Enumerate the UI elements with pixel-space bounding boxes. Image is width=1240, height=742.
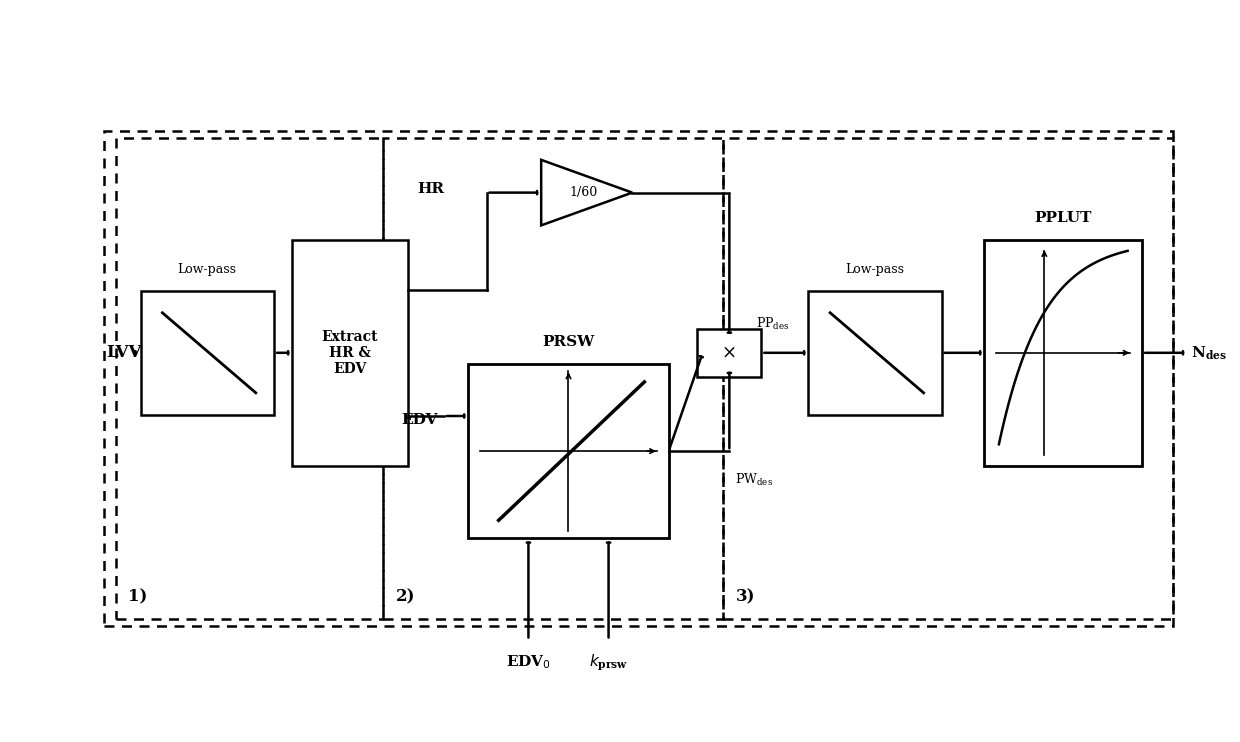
Bar	[697, 329, 761, 377]
Text: Extract
HR &
EDV: Extract HR & EDV	[321, 329, 378, 376]
Bar	[117, 138, 383, 619]
Bar	[104, 131, 1173, 626]
Bar	[469, 364, 668, 539]
Text: ×: ×	[722, 344, 737, 362]
Text: PP$_\mathregular{des}$: PP$_\mathregular{des}$	[756, 315, 790, 332]
Bar	[808, 291, 942, 415]
Text: 1/60: 1/60	[569, 186, 598, 199]
Text: PRSW: PRSW	[542, 335, 595, 349]
Text: LVV: LVV	[107, 344, 141, 361]
Text: 2): 2)	[396, 588, 415, 605]
Text: Low-pass: Low-pass	[846, 263, 904, 275]
Text: PW$_\mathregular{des}$: PW$_\mathregular{des}$	[735, 472, 774, 488]
Bar	[723, 138, 1173, 619]
Text: EDV$_0$: EDV$_0$	[506, 654, 551, 671]
Text: N$_\mathregular{des}$: N$_\mathregular{des}$	[1190, 344, 1226, 361]
Text: $k_\mathregular{prsw}$: $k_\mathregular{prsw}$	[589, 652, 629, 672]
Bar	[383, 138, 723, 619]
Text: PPLUT: PPLUT	[1034, 211, 1092, 225]
Text: EDV: EDV	[402, 413, 438, 427]
Text: HR: HR	[417, 182, 444, 196]
Text: 1): 1)	[129, 588, 148, 605]
Text: 3): 3)	[735, 588, 755, 605]
Text: Low-pass: Low-pass	[177, 263, 237, 275]
Bar	[293, 240, 408, 466]
Bar	[140, 291, 274, 415]
Bar	[985, 240, 1142, 466]
